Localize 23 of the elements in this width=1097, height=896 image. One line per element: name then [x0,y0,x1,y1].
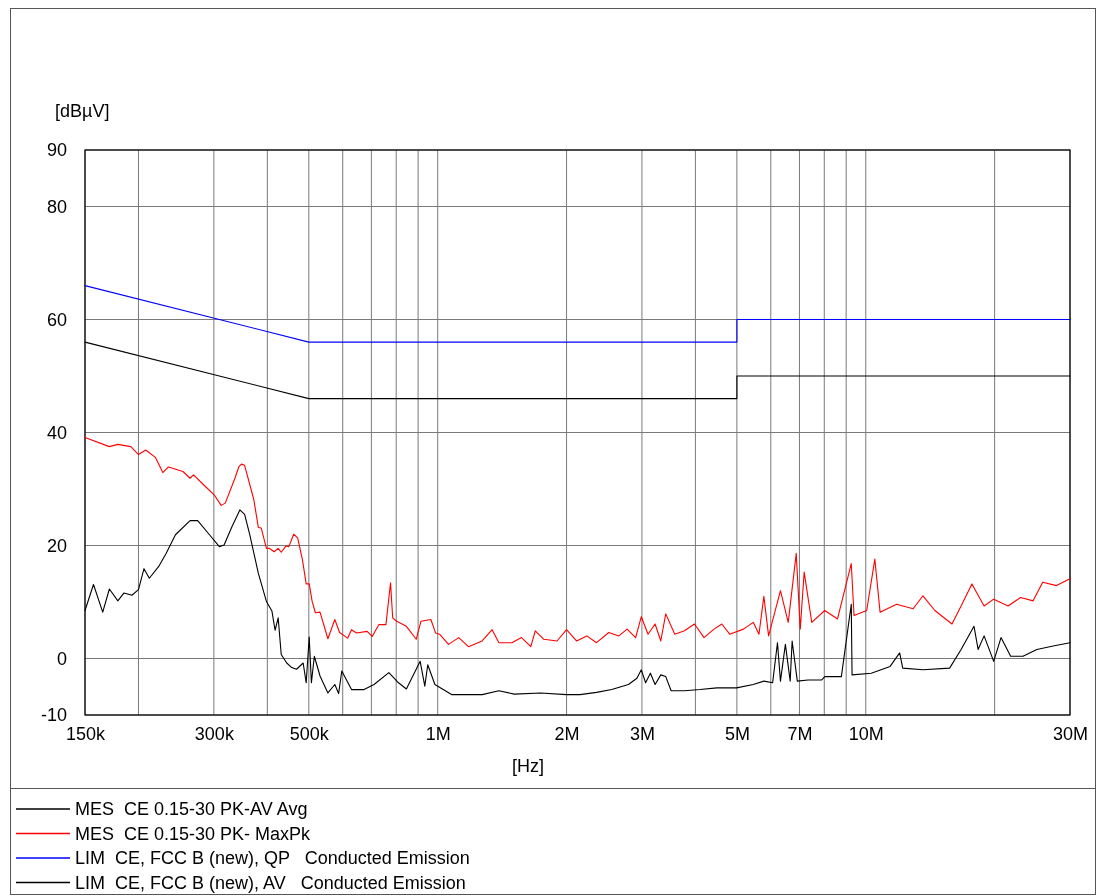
y-axis-title: [dBµV] [55,101,110,121]
y-tick-label: 90 [46,140,67,161]
x-tick-label: 10M [848,723,884,744]
x-tick-label: 300k [194,723,235,744]
x-tick-label: 7M [787,723,813,744]
x-tick-label: 5M [724,723,750,744]
x-axis-title: [Hz] [511,756,545,776]
y-tick-label: 20 [46,535,67,556]
y-tick-label: 80 [46,196,67,217]
x-tick-label: 3M [629,723,655,744]
y-tick-label: 0 [56,648,67,669]
x-tick-label: 500k [289,723,330,744]
x-tick-label: 2M [554,723,580,744]
x-tick-label: 150k [65,723,107,744]
legend-label: MES CE 0.15-30 PK- MaxPk [75,823,312,844]
x-tick-label: 30M [1052,723,1089,744]
x-tick-label: 1M [425,723,451,744]
y-tick-label: 60 [46,309,67,330]
legend-label: MES CE 0.15-30 PK-AV Avg [75,799,308,819]
legend-label: LIM CE, FCC B (new), QP Conducted Emission [75,848,470,868]
y-tick-label: 40 [46,422,67,443]
legend-label: LIM CE, FCC B (new), AV Conducted Emission [75,872,466,893]
y-tick-label: -10 [40,705,67,726]
